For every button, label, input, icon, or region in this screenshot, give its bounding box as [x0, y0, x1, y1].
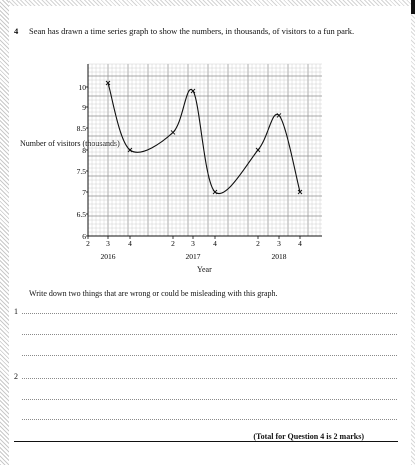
x-tick-label: 4	[128, 239, 132, 248]
x-tick-label: 3	[191, 239, 195, 248]
data-point-cross	[255, 147, 261, 153]
y-tick-labels: 10 9 8.5 8 7.5 7 6.5 6	[77, 83, 88, 241]
y-tick-label: 8	[82, 146, 86, 155]
answer-number-1: 1	[14, 307, 18, 316]
data-point-cross	[127, 147, 133, 153]
data-point-cross	[105, 80, 111, 86]
y-axis-label: Number of visitors (thousands)	[20, 138, 120, 149]
answer-number-2: 2	[14, 372, 18, 381]
answer-line-1b[interactable]	[22, 334, 397, 335]
x-tick-label: 2	[256, 239, 260, 248]
corner-mark	[411, 0, 415, 14]
page-right-hatch	[411, 14, 415, 465]
x-tick-label: 2	[86, 239, 90, 248]
question-prompt: Write down two things that are wrong or …	[29, 289, 278, 298]
graph-grid	[87, 63, 322, 237]
page-margin-hatch	[0, 0, 9, 465]
answer-line-1[interactable]	[22, 313, 397, 314]
answer-line-2[interactable]	[22, 378, 397, 379]
x-tick-label: 4	[298, 239, 302, 248]
data-point-cross	[170, 130, 176, 135]
data-point-cross	[212, 189, 218, 195]
y-tick-label: 6.5	[77, 210, 87, 219]
x-axis-label: Year	[197, 265, 212, 274]
page-top-hatch	[9, 0, 415, 6]
total-marks: (Total for Question 4 is 2 marks)	[253, 432, 364, 441]
answer-line-2c[interactable]	[22, 419, 397, 420]
question-text: Sean has drawn a time series graph to sh…	[29, 26, 355, 36]
series-curve	[107, 82, 301, 195]
question-number: 4	[14, 26, 19, 36]
x-tick-labels: 2 3 4 2 3 4 2 3 4	[86, 236, 302, 248]
year-label: 2016	[101, 252, 116, 261]
x-tick-label: 3	[277, 239, 281, 248]
data-point-markers	[105, 80, 303, 195]
graph-axes	[87, 64, 322, 237]
x-tick-label: 3	[106, 239, 110, 248]
data-point-cross	[190, 88, 196, 94]
y-axis-label-text: Number of visitors (thousands)	[20, 139, 120, 148]
y-tick-label: 7.5	[77, 167, 87, 176]
y-tick-label: 7	[82, 188, 86, 197]
y-tick-label: 10	[79, 83, 87, 92]
time-series-graph: 10 9 8.5 8 7.5 7 6.5 6 2 3 4 2 3 4 2 3 4 2016 2017 2018	[77, 63, 322, 261]
y-tick-label: 9	[82, 103, 86, 112]
y-tick-label: 6	[82, 232, 86, 241]
y-tick-label: 8.5	[77, 124, 87, 133]
year-label: 2017	[186, 252, 201, 261]
year-labels: 2016 2017 2018	[101, 252, 287, 261]
data-point-cross	[276, 113, 282, 118]
answer-line-2b[interactable]	[22, 399, 397, 400]
data-point-cross	[297, 189, 303, 195]
x-tick-label: 4	[213, 239, 217, 248]
x-tick-label: 2	[171, 239, 175, 248]
answer-line-1c[interactable]	[22, 355, 397, 356]
total-rule	[14, 441, 398, 442]
year-label: 2018	[272, 252, 287, 261]
